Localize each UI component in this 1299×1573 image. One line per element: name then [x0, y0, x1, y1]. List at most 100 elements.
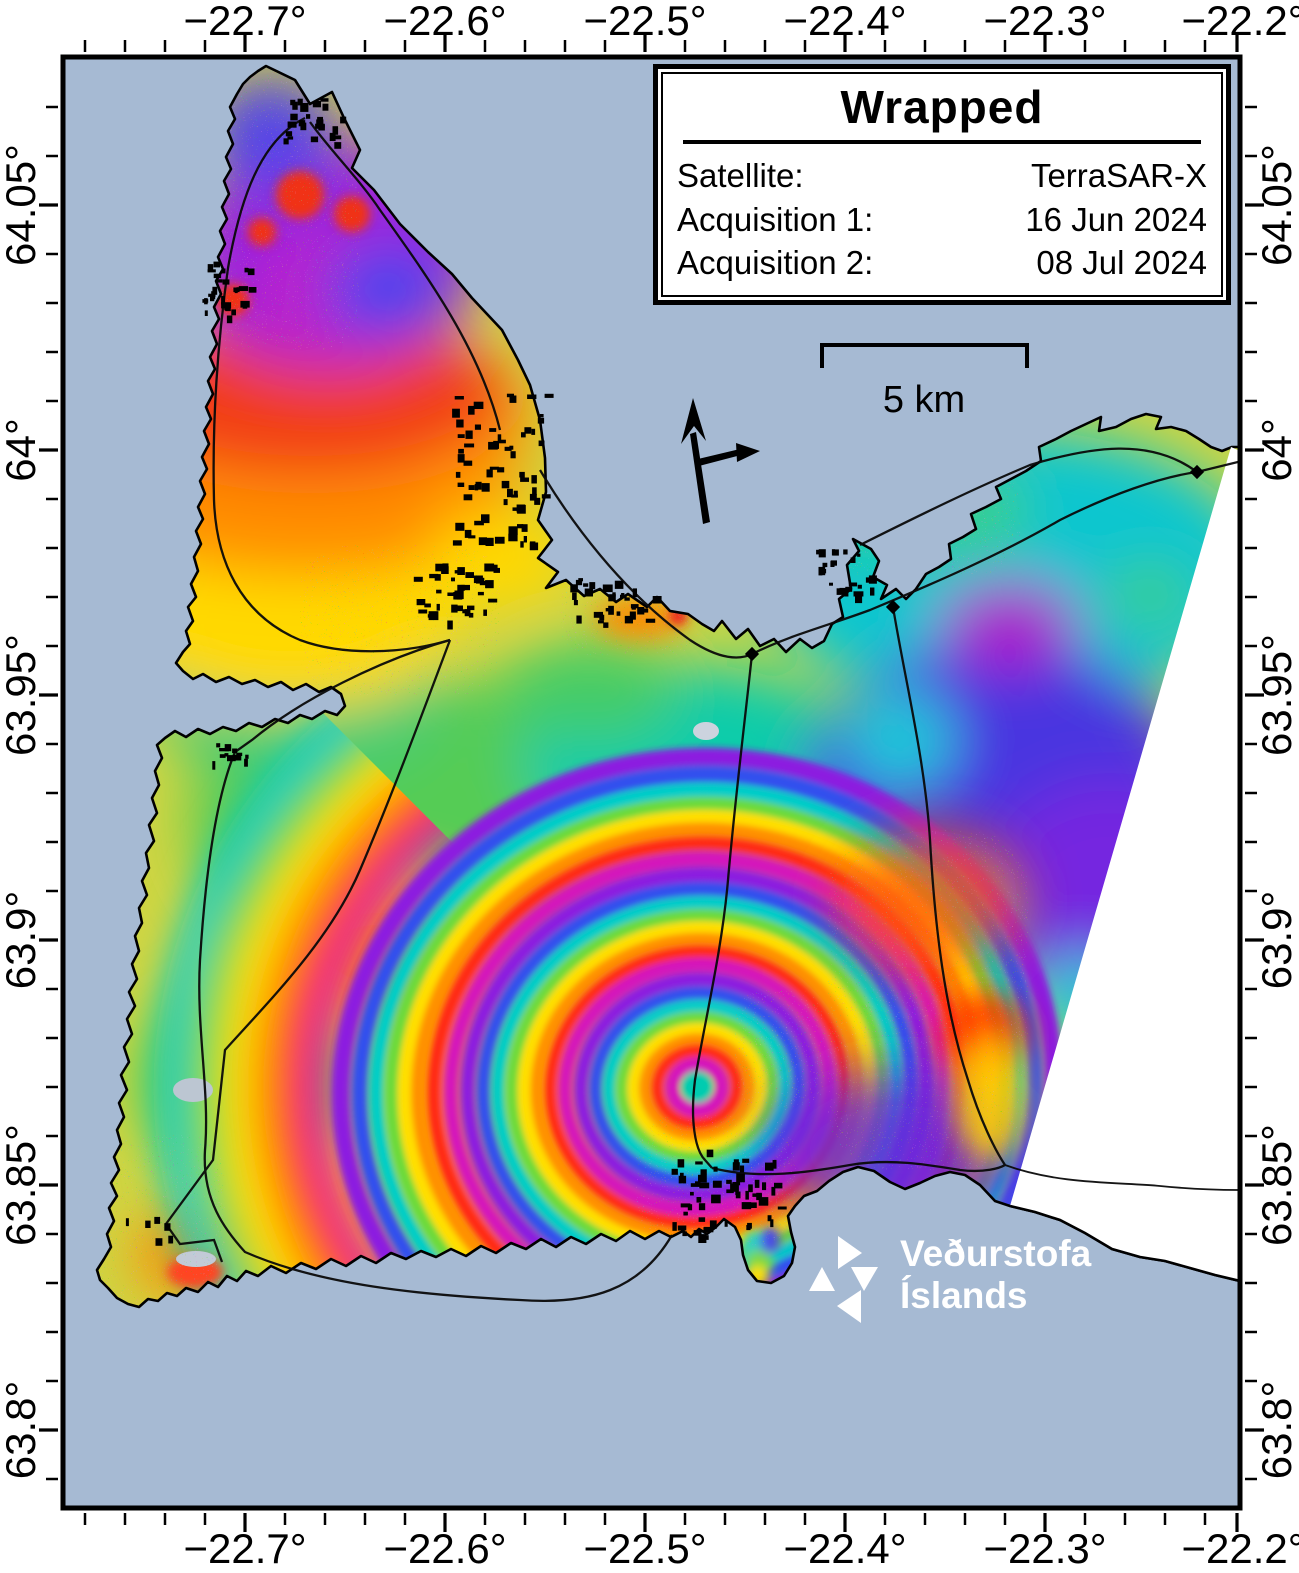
building — [463, 460, 473, 466]
lat-label-left: 63.8° — [0, 1380, 44, 1480]
building — [777, 1206, 787, 1210]
building — [424, 603, 431, 608]
building — [216, 743, 221, 748]
building — [503, 499, 508, 506]
building — [599, 614, 605, 621]
building — [608, 594, 616, 602]
building — [652, 596, 662, 604]
building — [855, 594, 863, 604]
building — [244, 267, 249, 273]
building — [465, 572, 474, 578]
building — [219, 748, 229, 752]
building — [690, 1183, 701, 1187]
town-clusters — [125, 98, 877, 1246]
building — [706, 1149, 714, 1158]
building — [573, 600, 578, 606]
building — [733, 1159, 739, 1166]
info-label: Acquisition 1: — [677, 200, 874, 238]
building — [475, 481, 482, 490]
building — [529, 541, 536, 551]
building — [836, 588, 847, 595]
building — [300, 122, 307, 131]
building — [464, 609, 471, 617]
building — [473, 401, 484, 409]
building — [312, 101, 321, 108]
building — [435, 563, 443, 572]
building — [451, 604, 458, 613]
building — [745, 1190, 749, 1200]
fringe-ring — [351, 766, 1043, 1307]
map-frame — [60, 54, 1243, 1511]
info-row-satellite: Satellite: TerraSAR-X — [677, 154, 1207, 198]
info-value: 16 Jun 2024 — [1025, 200, 1207, 238]
title: Wrapped — [840, 81, 1044, 133]
building — [493, 564, 498, 572]
north-arrow-icon — [681, 398, 760, 524]
building — [221, 302, 232, 309]
building — [145, 1220, 151, 1228]
building — [453, 592, 458, 600]
building — [429, 573, 439, 579]
building — [441, 566, 449, 574]
lon-label-top: −22.3° — [983, 0, 1107, 44]
building — [865, 577, 872, 583]
building — [454, 396, 464, 400]
lon-label-bottom: −22.6° — [383, 1525, 507, 1572]
building — [125, 1218, 129, 1227]
building — [315, 123, 324, 129]
building — [508, 526, 518, 535]
building — [527, 394, 537, 399]
building — [509, 395, 517, 403]
building — [494, 536, 505, 544]
lon-label-bottom: −22.2° — [1181, 1525, 1299, 1572]
building — [754, 1179, 760, 1188]
building — [283, 138, 289, 145]
building — [238, 286, 249, 291]
building — [489, 428, 497, 432]
building — [211, 291, 216, 300]
building — [506, 393, 514, 398]
building — [870, 587, 875, 596]
building — [698, 1217, 706, 1222]
building — [703, 1227, 713, 1231]
scale-bar: 5 km — [820, 343, 1029, 421]
building — [455, 522, 465, 531]
info-row-acquisition-2: Acquisition 2: 08 Jul 2024 — [677, 241, 1207, 285]
building — [468, 485, 475, 490]
building — [418, 609, 428, 614]
building — [726, 1189, 734, 1194]
building — [204, 298, 208, 305]
building — [698, 1234, 707, 1243]
building — [306, 114, 311, 119]
building — [731, 1184, 736, 1192]
building — [517, 524, 524, 529]
building — [774, 1182, 783, 1189]
building — [747, 1222, 752, 1229]
coastline-east — [1009, 1204, 1238, 1282]
building — [541, 494, 551, 499]
building — [713, 1166, 718, 1172]
building — [287, 136, 294, 140]
building — [529, 493, 537, 501]
building — [570, 584, 578, 593]
building — [427, 614, 435, 618]
building — [857, 553, 861, 557]
building — [534, 497, 541, 505]
building — [320, 98, 329, 102]
building — [624, 615, 633, 624]
building — [247, 268, 255, 276]
building — [498, 439, 506, 444]
building — [340, 116, 347, 124]
building — [245, 754, 249, 759]
building — [461, 584, 470, 591]
building — [474, 484, 479, 491]
building — [630, 604, 639, 609]
building — [224, 744, 232, 752]
building — [712, 1180, 722, 1188]
building — [850, 557, 856, 563]
building — [578, 578, 583, 582]
lon-label-bottom: −22.7° — [183, 1525, 307, 1572]
fringe-ring — [331, 747, 1063, 1307]
building — [332, 126, 339, 135]
building — [765, 1162, 774, 1171]
